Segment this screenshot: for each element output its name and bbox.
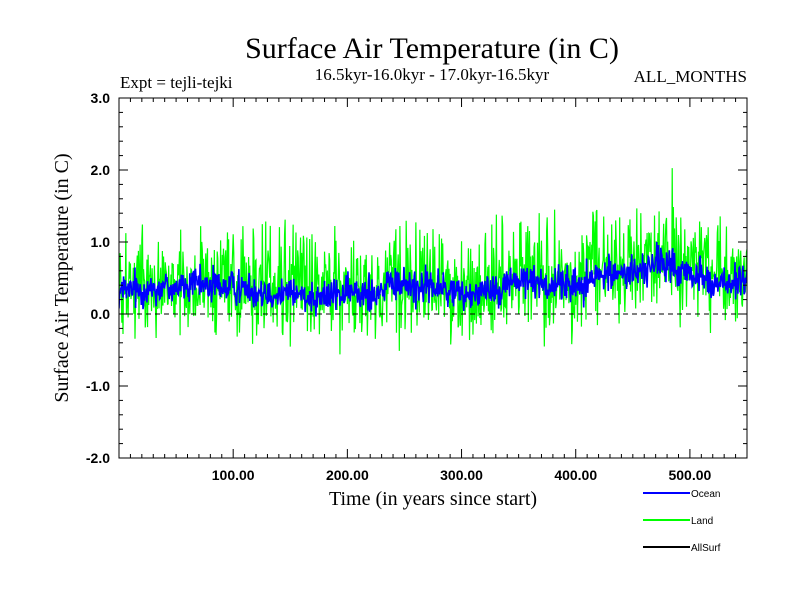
x-tick-label: 500.00 [668, 467, 711, 483]
series-ocean-line [119, 241, 747, 317]
y-tick-label: 1.0 [91, 234, 111, 250]
experiment-label: Expt = tejli-tejki [120, 73, 233, 92]
x-tick-label: 300.00 [440, 467, 483, 483]
y-tick-label: 0.0 [91, 306, 111, 322]
y-tick-label: 2.0 [91, 162, 111, 178]
ticks-layer: 100.00 200.00 300.00 400.00 500.00 -2.0 -1.0 0.… [86, 90, 748, 483]
y-tick-label: 3.0 [91, 90, 111, 106]
legend-label-allsurf: AllSurf [691, 543, 721, 554]
legend-label-land: Land [691, 516, 713, 527]
x-tick-label: 100.00 [212, 467, 255, 483]
x-tick-label: 400.00 [554, 467, 597, 483]
chart-title: Surface Air Temperature (in C) [245, 32, 619, 65]
y-tick-label: -2.0 [86, 450, 110, 466]
legend-label-ocean: Ocean [691, 489, 720, 500]
x-axis-label: Time (in years since start) [329, 488, 537, 510]
x-tick-label: 200.00 [326, 467, 369, 483]
plot-frame [118, 97, 748, 459]
period-label: 16.5kyr-16.0kyr - 17.0kyr-16.5kyr [315, 65, 550, 84]
months-label: ALL_MONTHS [634, 67, 747, 86]
y-tick-label: -1.0 [86, 378, 110, 394]
series-layer [119, 168, 747, 355]
y-axis-label: Surface Air Temperature (in C) [51, 153, 73, 402]
legend: Ocean Land AllSurf [643, 489, 721, 554]
